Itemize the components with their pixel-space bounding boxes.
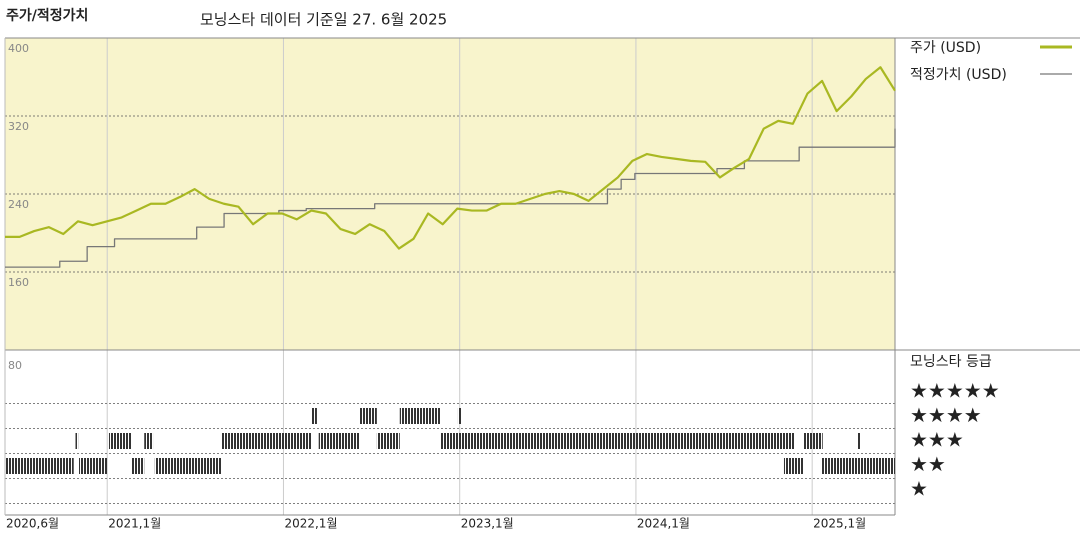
rating-bar	[311, 408, 317, 424]
rating-bar	[154, 458, 222, 474]
legend-label: 주가 (USD)	[910, 40, 981, 56]
rating-bar	[221, 433, 312, 449]
rating-bar	[108, 433, 132, 449]
y-tick-label: 240	[8, 198, 29, 211]
rating-bar	[857, 433, 860, 449]
star-label: ★	[910, 477, 928, 501]
star-label: ★★★★	[910, 403, 982, 427]
rating-bar	[457, 408, 462, 424]
star-label: ★★	[910, 452, 946, 476]
y-tick-label: 320	[8, 120, 29, 133]
rating-bar	[5, 458, 74, 474]
x-tick-label: 2023,1월	[461, 517, 514, 531]
rating-title: 모닝스타 등급	[910, 354, 992, 370]
rating-bar	[376, 433, 400, 449]
rating-bar	[803, 433, 823, 449]
series-line	[5, 128, 896, 268]
x-tick-label: 2022,1월	[284, 517, 337, 531]
chart-subtitle: 모닝스타 데이터 기준일 27. 6월 2025	[200, 11, 447, 29]
series-line	[5, 66, 896, 250]
y-tick-label: 400	[8, 42, 29, 55]
rating-bar	[144, 433, 154, 449]
x-tick-label: 2020,6월	[6, 517, 59, 531]
rating-top-label: 80	[8, 359, 22, 372]
star-label: ★★★★★	[910, 379, 1000, 403]
rating-bar	[131, 458, 145, 474]
rating-bar	[783, 458, 804, 474]
rating-bar	[75, 433, 79, 449]
y-tick-label: 160	[8, 276, 29, 289]
rating-bar	[79, 458, 108, 474]
rating-bar	[318, 433, 360, 449]
rating-bar	[399, 408, 441, 424]
x-tick-label: 2021,1월	[108, 517, 161, 531]
chart-title: 주가/적정가치	[6, 7, 88, 24]
x-tick-label: 2025,1월	[813, 517, 866, 531]
rating-bar	[359, 408, 377, 424]
x-tick-label: 2024,1월	[637, 517, 690, 531]
rating-bar	[440, 433, 795, 449]
rating-bar	[820, 458, 895, 474]
star-label: ★★★	[910, 428, 964, 452]
legend-label: 적정가치 (USD)	[910, 67, 1007, 83]
